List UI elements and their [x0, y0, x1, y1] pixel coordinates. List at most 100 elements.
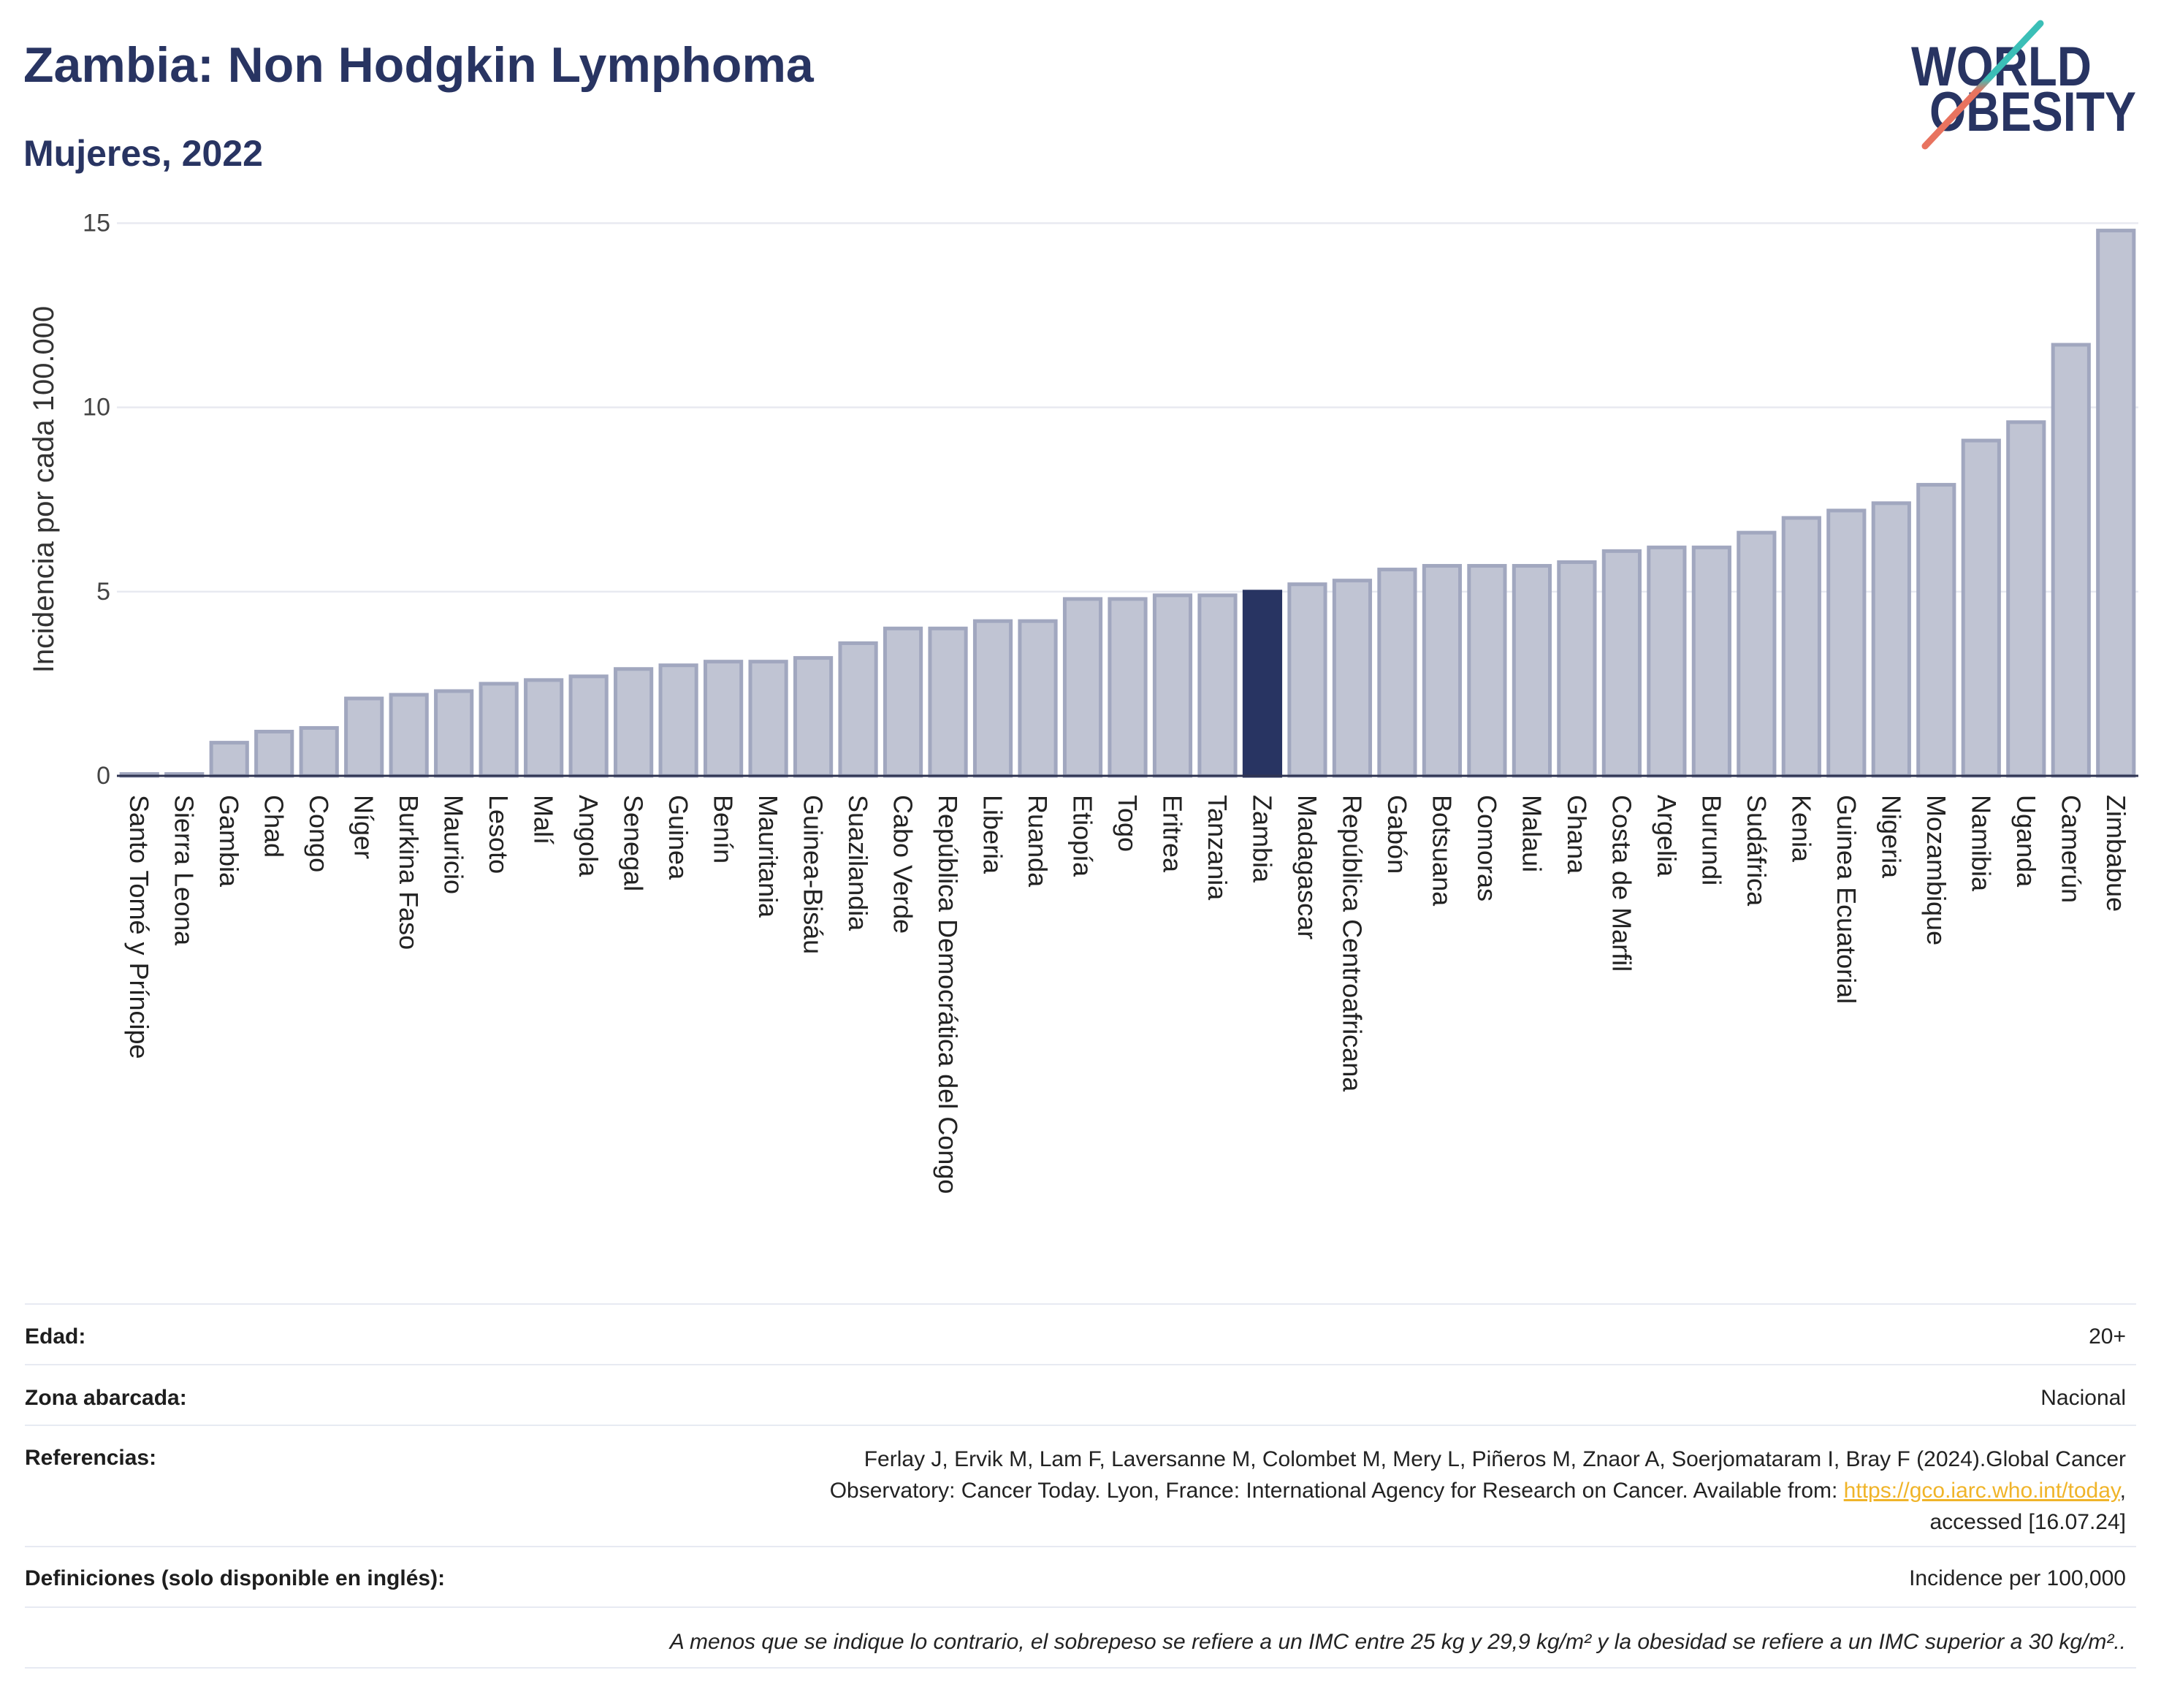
bar — [1512, 564, 1552, 778]
area-label: Zona abarcada: — [25, 1386, 187, 1410]
bar — [568, 674, 609, 778]
category-label: Cabo Verde — [888, 795, 918, 934]
bar — [1287, 582, 1327, 778]
bar — [479, 682, 519, 778]
bar — [389, 693, 429, 778]
category-label: Togo — [1113, 795, 1143, 852]
bar — [254, 729, 294, 778]
category-label: Namibia — [1966, 795, 1996, 892]
category-label: Camerún — [2056, 795, 2086, 903]
obesity-definition-note: A menos que se indique lo contrario, el … — [669, 1630, 2126, 1654]
category-label: República Democrática del Congo — [933, 795, 963, 1194]
bar — [1467, 564, 1507, 778]
bar — [1062, 597, 1103, 778]
bar — [1422, 564, 1463, 778]
y-tick-label: 5 — [96, 578, 110, 606]
bar — [1647, 545, 1687, 778]
area-value: Nacional — [2040, 1386, 2126, 1410]
y-tick-label: 10 — [83, 394, 110, 422]
bar — [2051, 343, 2091, 778]
divider — [25, 1667, 2136, 1669]
bar — [793, 656, 834, 778]
x-axis-labels: Santo Tomé y Príncipe Sierra Leona Gambia C… — [124, 795, 2131, 1194]
references-line: Observatory: Cancer Today. Lyon, France:… — [830, 1475, 2126, 1506]
references-line-text: Observatory: Cancer Today. Lyon, France:… — [829, 1479, 1844, 1503]
bar — [1961, 438, 2001, 778]
category-label: Lesoto — [484, 795, 514, 874]
age-value: 20+ — [2089, 1324, 2126, 1349]
category-label: Kenia — [1786, 795, 1816, 863]
bar — [614, 667, 654, 778]
y-tick-label: 15 — [83, 210, 110, 237]
category-label: Malí — [529, 795, 559, 845]
bar — [1152, 593, 1193, 778]
bar — [1737, 530, 1777, 778]
category-label: Eritrea — [1157, 795, 1187, 873]
world-obesity-logo: WORLD OBESITY — [1911, 20, 2136, 150]
category-label: Ruanda — [1023, 795, 1053, 888]
references-line: Ferlay J, Ervik M, Lam F, Laversanne M, … — [864, 1447, 2126, 1471]
reference-link[interactable]: https://gco.iarc.who.int/today — [1843, 1479, 2120, 1503]
category-label: Mauritania — [753, 795, 783, 918]
chart-title: Zambia: Non Hodgkin Lymphoma — [23, 37, 814, 93]
category-label: Congo — [304, 795, 334, 872]
bar — [1377, 568, 1417, 778]
bar — [1332, 579, 1373, 778]
category-label: Benín — [709, 795, 739, 863]
divider — [25, 1303, 2136, 1305]
bar — [1601, 549, 1642, 778]
category-label: Comoras — [1472, 795, 1502, 901]
age-label: Edad: — [25, 1324, 86, 1349]
divider — [25, 1364, 2136, 1365]
y-axis-ticks: 0 5 10 15 — [83, 210, 110, 790]
category-label: Gabón — [1382, 795, 1412, 874]
category-label: Uganda — [2011, 795, 2041, 888]
category-label: Mozambique — [1921, 795, 1951, 945]
category-label: Chad — [259, 795, 289, 858]
definitions-value: Incidence per 100,000 — [1909, 1566, 2126, 1590]
category-label: Tanzania — [1203, 795, 1232, 901]
bar — [972, 619, 1013, 778]
y-axis-title: Incidencia por cada 100.000 — [28, 306, 60, 674]
category-label: Malaui — [1517, 795, 1547, 872]
category-label: Botsuana — [1427, 795, 1457, 907]
bar — [658, 663, 698, 778]
category-label: Etiopía — [1068, 795, 1098, 877]
category-label: Mauricio — [439, 795, 469, 894]
bar — [748, 660, 788, 778]
bar — [344, 696, 384, 778]
bar — [704, 660, 744, 778]
bar — [1108, 597, 1148, 778]
bar-highlighted — [1242, 590, 1283, 778]
category-label: Guinea-Bisáu — [799, 795, 828, 954]
logo-text-obesity: OBESITY — [1929, 81, 2136, 143]
divider — [25, 1425, 2136, 1426]
references-label: Referencias: — [25, 1446, 157, 1470]
bar — [838, 641, 878, 778]
chart-subtitle: Mujeres, 2022 — [23, 133, 263, 174]
category-label: Liberia — [978, 795, 1008, 874]
bar — [1781, 516, 1821, 778]
bar — [299, 725, 339, 778]
bar — [2096, 229, 2136, 778]
bar — [883, 626, 923, 778]
bar-chart: 0 5 10 15 Incidencia por cada 100.000 Santo… — [28, 210, 2138, 1194]
category-label: Burkina Faso — [394, 795, 424, 950]
y-tick-label: 0 — [96, 762, 110, 790]
bar — [1557, 560, 1597, 778]
category-label: Burundi — [1696, 795, 1726, 885]
bar — [1826, 508, 1867, 778]
bar — [434, 689, 474, 778]
bar — [1197, 593, 1238, 778]
category-label: Níger — [349, 795, 379, 859]
category-label: Suazilandia — [843, 795, 873, 931]
category-label: Angola — [573, 795, 603, 877]
category-label: Ghana — [1562, 795, 1592, 874]
category-label: Sudáfrica — [1742, 795, 1772, 907]
logo-slash-icon — [1921, 20, 2044, 150]
category-label: Guinea — [663, 795, 693, 880]
divider — [25, 1606, 2136, 1608]
bar — [1018, 619, 1058, 778]
bar — [928, 626, 968, 778]
bar — [524, 678, 564, 778]
